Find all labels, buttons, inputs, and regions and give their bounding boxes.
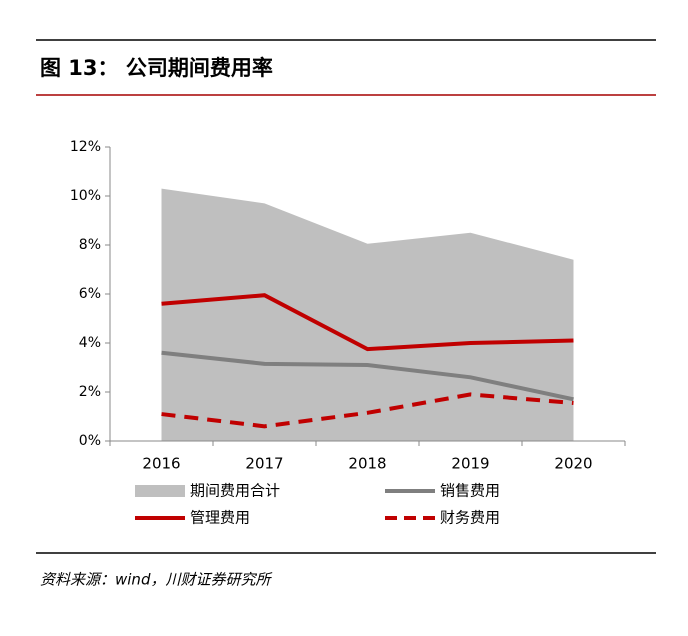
y-tick-label: 6%	[79, 286, 101, 302]
area	[161, 188, 574, 441]
y-tick-label: 4%	[79, 335, 101, 351]
y-tick-label: 2%	[79, 384, 101, 400]
x-tick-label: 2017	[245, 455, 283, 473]
line	[161, 293, 574, 352]
y-tick-label: 0%	[79, 433, 101, 449]
line	[161, 350, 574, 402]
chart-title: 图 13： 公司期间费用率	[40, 56, 273, 80]
y-tick-label: 8%	[79, 237, 101, 253]
x-tick-label: 2018	[348, 455, 386, 473]
line	[161, 392, 574, 429]
y-tick-label: 10%	[70, 188, 101, 204]
legend-swatch	[135, 485, 185, 497]
legend-label: 财务费用	[440, 509, 500, 527]
legend-label: 期间费用合计	[190, 482, 280, 500]
x-tick-label: 2016	[142, 455, 180, 473]
legend-label: 管理费用	[190, 509, 250, 527]
legend-label: 销售费用	[440, 482, 500, 500]
source: 资料来源：wind，川财证券研究所	[40, 571, 272, 589]
y-tick-label: 12%	[70, 139, 101, 155]
x-tick-label: 2020	[554, 455, 592, 473]
x-tick-label: 2019	[451, 455, 489, 473]
